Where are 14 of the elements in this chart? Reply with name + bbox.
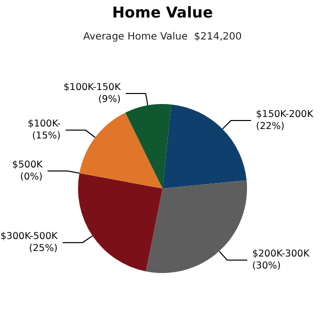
- data-label: (15%): [32, 130, 61, 142]
- data-label: (9%): [98, 94, 121, 105]
- data-label: (25%): [29, 243, 58, 254]
- chart-title: Home Value: [112, 4, 213, 22]
- chart-subtitle: Average Home Value $214,200: [83, 32, 242, 42]
- data-label: (30%): [252, 260, 281, 272]
- slice-label: $100K-: [28, 118, 61, 130]
- slice-label: $100K-150K: [63, 82, 122, 93]
- slice-label: $300K-500K: [0, 231, 58, 242]
- slice-label: $200K-300K: [252, 248, 310, 260]
- text: (0%): [20, 171, 43, 182]
- slice-label: $150K-200K: [256, 109, 314, 120]
- data-label: (22%): [256, 121, 285, 132]
- category-label: $500K: [12, 159, 43, 170]
